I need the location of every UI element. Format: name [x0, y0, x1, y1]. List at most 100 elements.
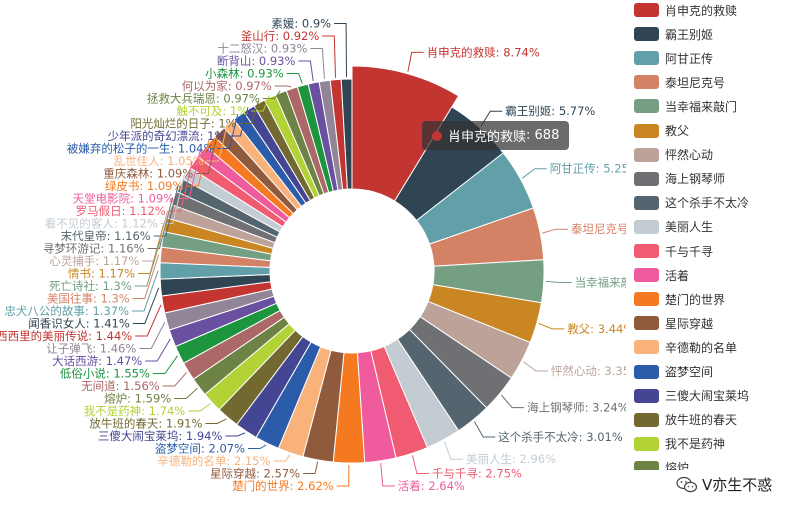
label-line	[286, 73, 303, 84]
label-line	[310, 48, 325, 80]
legend-item[interactable]: 千与千寻	[634, 243, 713, 259]
legend-item[interactable]: 盗梦空间	[634, 364, 713, 380]
label-line	[188, 403, 211, 412]
legend-item[interactable]: 活着	[634, 267, 689, 283]
slice-label: 釜山行: 0.92%	[241, 29, 320, 43]
slice-label: 辛德勒的名单: 2.15%	[157, 454, 270, 468]
label-line	[322, 35, 336, 78]
legend-item[interactable]: 霸王别姬	[634, 26, 713, 42]
legend-item[interactable]: 这个杀手不太冷	[634, 195, 749, 211]
chart-legend: 肖申克的救赎 霸王别姬阿甘正传泰坦尼克号当幸福来敲门 教父怦然心动海上钢琴师这个杀手…	[626, 0, 809, 470]
slice-label: 重庆森林: 1.09%	[103, 167, 193, 181]
label-line	[380, 462, 395, 487]
label-line	[196, 130, 219, 174]
label-line	[303, 461, 319, 474]
pie-slice[interactable]	[351, 65, 460, 202]
legend-swatch	[634, 340, 659, 355]
slice-label: 放牛班的春天: 1.91%	[89, 417, 202, 431]
legend-item[interactable]: 我不是药神	[634, 436, 725, 452]
slice-label: 美丽人生: 2.96%	[466, 452, 556, 466]
legend-item[interactable]: 当幸福来敲门	[634, 98, 737, 114]
legend-swatch	[634, 244, 659, 258]
label-line	[523, 361, 548, 372]
tooltip-name: 肖申克的救赎	[448, 130, 527, 145]
labels-group: 肖申克的救赎: 8.74% 霸王别姬: 5.77% 阿甘正传: 5.25% 泰坦尼克号…	[0, 17, 626, 494]
slice-label: 教父: 3.44%	[567, 322, 626, 336]
slice-label: 何以为家: 0.97%	[182, 79, 272, 93]
label-line	[186, 140, 210, 187]
label-line	[132, 254, 160, 299]
legend-label: 星际穿越	[665, 316, 714, 331]
label-line	[262, 90, 281, 99]
legend-label: 肖申克的救赎	[665, 3, 738, 18]
legend-swatch	[634, 412, 659, 427]
slice-label: 阳光灿烂的日子: 1%	[130, 117, 236, 131]
legend-item[interactable]: 辛德勒的名单	[634, 339, 737, 355]
legend-label: 霸王别姬	[665, 27, 714, 42]
legend-item[interactable]: 星际穿越	[634, 315, 713, 331]
label-line	[443, 441, 463, 460]
legend-swatch	[634, 195, 659, 210]
label-line	[139, 321, 166, 349]
label-line	[334, 23, 347, 78]
slice-label: 熔炉: 1.59%	[104, 392, 171, 406]
legend-item[interactable]: 海上钢琴师	[634, 171, 725, 187]
legend-item[interactable]: 美丽人生	[634, 219, 713, 235]
legend-swatch	[634, 123, 659, 138]
legend-swatch	[634, 388, 659, 403]
legend-label: 楚门的世界	[665, 292, 726, 307]
legend-item[interactable]: 肖申克的救赎	[634, 2, 737, 18]
legend-item[interactable]: 教父	[634, 123, 689, 139]
legend-label: 这个杀手不太冷	[665, 196, 750, 211]
legend-swatch	[634, 219, 659, 234]
legend-item[interactable]: 熔炉	[634, 460, 689, 470]
label-line	[135, 304, 162, 337]
label-line	[542, 228, 568, 234]
slice-label: 少年派的奇幻漂流: 1%	[108, 129, 226, 143]
legend-item[interactable]: 楚门的世界	[634, 291, 725, 307]
legend-item[interactable]: 放牛班的春天	[634, 412, 737, 428]
slice-label: 乱世佳人: 1.05%	[114, 154, 204, 168]
label-line	[205, 418, 227, 424]
label-line	[162, 372, 187, 387]
slice-label: 看不见的客人: 1.12%	[45, 217, 158, 231]
legend-label: 三傻大闹宝莱坞	[665, 389, 750, 404]
watermark-text: V亦生不惑	[702, 476, 773, 494]
legend-swatch	[634, 99, 659, 114]
legend-label: 怦然心动	[665, 148, 714, 163]
slice-label: 盗梦空间: 2.07%	[155, 442, 245, 456]
pie-slice[interactable]	[340, 78, 353, 190]
legend-item[interactable]: 阿甘正传	[634, 50, 713, 66]
legend-label: 活着	[665, 268, 690, 283]
slice-label: 拯救大兵瑞恩: 0.97%	[147, 92, 260, 106]
label-line	[522, 168, 547, 179]
label-line	[225, 432, 246, 437]
slice-label: 这个杀手不太冷: 3.01%	[498, 430, 623, 444]
label-line	[168, 160, 193, 212]
label-line	[500, 394, 525, 409]
label-line	[134, 238, 162, 287]
legend-label: 阿甘正传	[665, 51, 714, 66]
label-line	[145, 338, 171, 362]
legend-label: 熔炉	[665, 461, 690, 470]
slice-label: 让子弹飞: 1.46%	[46, 342, 136, 356]
legend-swatch	[634, 460, 659, 470]
slices-group	[159, 65, 545, 464]
slice-label: 低俗小说: 1.55%	[60, 367, 150, 381]
slice-label: 小森林: 0.93%	[205, 67, 284, 81]
label-line	[160, 172, 186, 224]
slice-label: 触不可及: 1%	[176, 104, 248, 118]
slice-label: 心灵捕手: 1.17%	[49, 254, 139, 268]
slice-label: 死亡诗社: 1.3%	[49, 279, 132, 293]
label-line	[407, 51, 424, 72]
label-line	[273, 454, 291, 462]
slice-label: 当幸福来敲门: 3.60%	[575, 276, 626, 290]
legend-item[interactable]: 泰坦尼克号	[634, 74, 725, 90]
slice-label: 素媛: 0.9%	[271, 17, 331, 31]
legend-item[interactable]: 怦然心动	[634, 147, 713, 163]
label-line	[298, 60, 314, 81]
legend-label: 千与千寻	[665, 244, 714, 259]
legend-item[interactable]: 三傻大闹宝莱坞	[634, 388, 749, 404]
legend-label: 泰坦尼克号	[665, 75, 726, 90]
legend-label: 辛德勒的名单	[665, 340, 738, 355]
